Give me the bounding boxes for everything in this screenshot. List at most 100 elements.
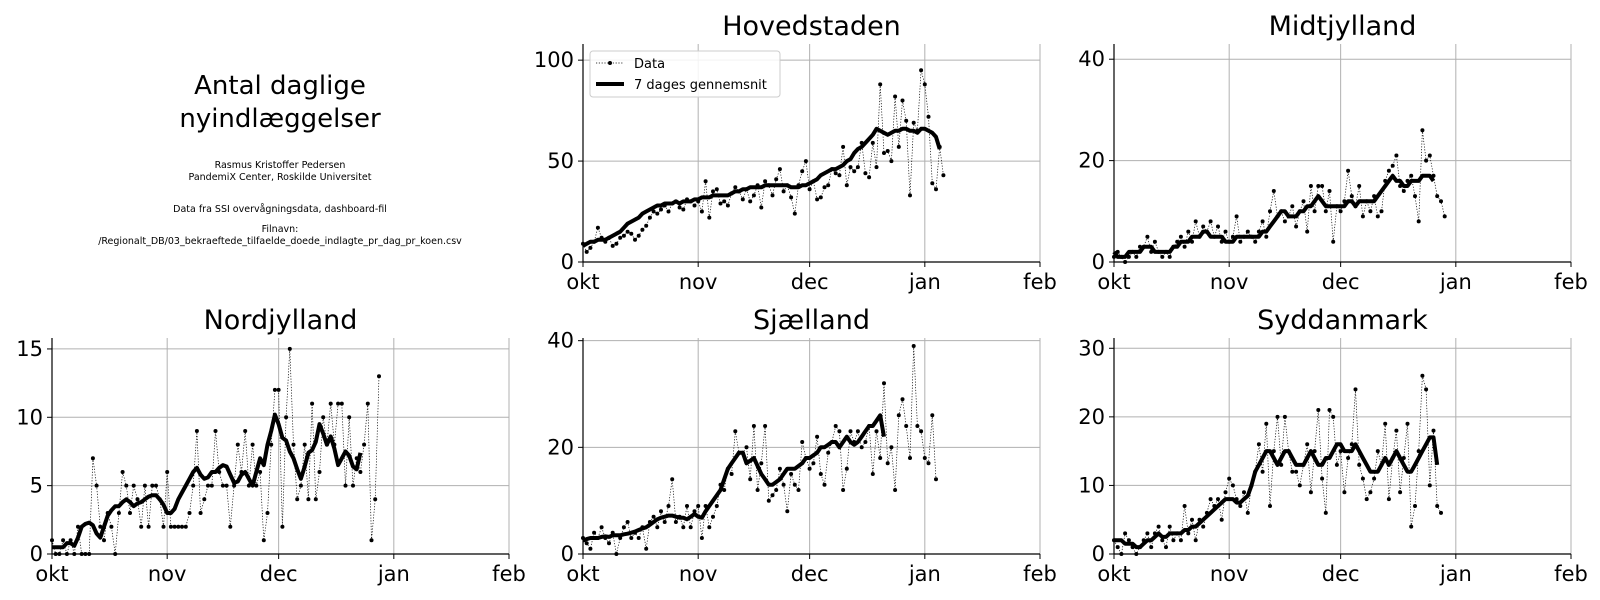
data-point [807,466,812,471]
data-point [1223,229,1228,234]
y-tick-label-30: 30 [1078,336,1105,360]
data-point [755,488,760,492]
y-tick-label-10: 10 [16,405,43,429]
data-point [930,181,935,186]
y-tick-label-40: 40 [547,329,574,353]
x-tick-label-nov: nov [148,562,187,586]
data-point [187,511,192,515]
data-point [1297,483,1302,488]
legend-box [589,50,781,98]
data-point [588,546,593,551]
data-point [770,193,775,198]
data-point [1413,194,1417,199]
series-line-7-dages-gennemsnit [52,412,363,550]
data-point [744,445,749,450]
data-point [915,424,920,428]
data-point [781,189,786,194]
data-point [150,483,155,488]
data-point [116,511,121,515]
data-point [826,450,831,455]
data-point [76,524,80,529]
data-point [822,482,827,487]
data-point [61,538,66,543]
data-point [1439,510,1443,515]
data-point [1234,214,1239,219]
data-point [209,483,214,488]
data-point [142,483,147,488]
data-point [852,169,857,174]
data-point [607,541,611,546]
data-point [789,472,794,476]
series-line-7-dages-gennemsnit [1114,435,1440,550]
data-point [1405,421,1410,426]
y-tick-label-0: 0 [1092,250,1105,274]
chart-nordjylland: Nordjylland okt nov dec jan feb 0 5 10 15 [16,305,526,586]
data-point [659,207,663,212]
data-point [1372,476,1377,481]
data-point [1223,490,1228,495]
data-point [662,520,667,524]
data-point [867,175,872,180]
data-point [258,470,263,474]
data-point [1275,414,1280,419]
chart-title: Syddanmark [1257,305,1428,336]
data-point [1442,214,1447,219]
data-point [781,482,786,487]
data-point [636,233,641,238]
data-point [629,536,634,540]
data-point [911,344,916,348]
data-point [57,552,62,556]
data-point [863,171,868,176]
data-point [1375,449,1380,454]
data-point [722,488,727,492]
data-point [651,209,656,214]
data-point [280,524,285,529]
data-point [1320,184,1325,188]
data-point [677,205,682,210]
info-title-line-1: Antal daglige [194,71,366,101]
data-point [766,498,771,503]
data-point [659,509,663,514]
data-point [1115,545,1120,550]
data-point [310,401,315,406]
data-point [165,470,170,474]
data-point [1431,428,1436,433]
data-point [930,413,935,418]
data-point [703,179,708,184]
data-point [343,483,348,488]
data-point [362,442,367,447]
data-point [763,424,768,428]
data-point [120,470,125,474]
data-point [1346,168,1351,173]
data-point [1201,224,1206,229]
data-point [1364,497,1369,502]
data-point [1398,490,1403,495]
y-tick-label-0: 0 [561,250,574,274]
data-point [896,413,901,418]
data-point [298,483,303,488]
data-point [206,483,210,488]
data-point [777,466,782,471]
data-point [863,440,868,444]
data-point [1245,229,1250,234]
data-point [168,524,173,529]
x-tick-label-feb: feb [1554,270,1588,294]
data-point [1420,128,1425,133]
data-point [1208,497,1213,502]
data-point [584,249,589,254]
data-point [878,456,883,460]
data-point [770,493,775,498]
data-point [1290,204,1295,209]
data-point [194,429,199,433]
y-tick-label-100: 100 [534,48,574,72]
data-point [908,456,912,460]
data-point [759,205,764,210]
data-point [321,415,326,420]
data-point [1260,469,1265,474]
data-point [688,525,693,530]
data-point [1409,524,1414,529]
data-point [1230,483,1235,488]
data-point [681,207,686,212]
data-point [1435,504,1440,508]
